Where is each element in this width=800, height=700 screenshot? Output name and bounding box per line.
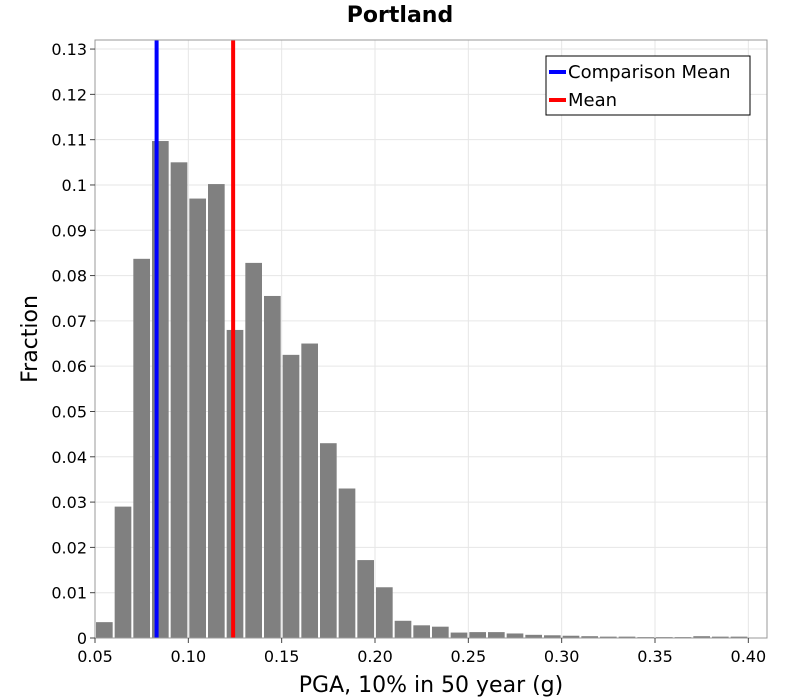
- histogram-bar: [506, 633, 524, 638]
- histogram-bar: [114, 506, 132, 638]
- histogram-bar: [581, 636, 598, 638]
- histogram-bar: [357, 560, 374, 638]
- legend: Comparison Mean Mean: [545, 55, 751, 116]
- histogram-bar: [488, 632, 505, 638]
- histogram-bar: [264, 295, 281, 638]
- y-tick-label: 0.01: [51, 584, 87, 603]
- chart-title: Portland: [347, 3, 453, 28]
- y-tick-label: 0.04: [51, 448, 87, 467]
- y-tick-label: 0.13: [51, 40, 87, 59]
- y-tick-label: 0.12: [51, 85, 87, 104]
- x-tick-label: 0.10: [171, 647, 207, 666]
- y-axis-label: Fraction: [18, 295, 43, 383]
- histogram-bar: [376, 587, 393, 638]
- legend-label: Comparison Mean: [568, 62, 731, 83]
- histogram-bar: [170, 162, 188, 638]
- x-tick-label: 0.15: [264, 647, 300, 666]
- histogram-bar: [152, 141, 169, 638]
- histogram-bar: [712, 636, 729, 638]
- histogram-bar: [450, 632, 468, 638]
- histogram-bar: [432, 626, 449, 638]
- histogram-bar: [133, 258, 150, 638]
- y-tick-label: 0.1: [62, 176, 87, 195]
- histogram-bar: [544, 635, 561, 638]
- legend-label: Mean: [568, 90, 617, 111]
- y-tick-label: 0.11: [51, 131, 87, 150]
- mean-lines: [154, 40, 236, 638]
- y-tick-label: 0.03: [51, 493, 87, 512]
- histogram-bar: [338, 488, 356, 638]
- histogram-bar: [245, 262, 262, 638]
- y-tick-label: 0.07: [51, 312, 87, 331]
- histogram-bar: [320, 443, 337, 638]
- histogram-bar: [693, 636, 710, 638]
- x-axis-label: PGA, 10% in 50 year (g): [299, 673, 563, 698]
- y-tick-label: 0.05: [51, 402, 87, 421]
- histogram-bar: [208, 184, 225, 638]
- histogram-bar: [96, 622, 113, 638]
- x-tick-label: 0.40: [731, 647, 767, 666]
- x-tick-label: 0.35: [637, 647, 673, 666]
- x-tick-label: 0.25: [451, 647, 487, 666]
- histogram-bar: [394, 620, 412, 638]
- y-tick-label: 0.06: [51, 357, 87, 376]
- histogram-bar: [413, 625, 430, 638]
- x-tick-label: 0.20: [357, 647, 393, 666]
- histogram-bar: [730, 636, 748, 638]
- y-tick-label: 0: [77, 629, 87, 648]
- histogram-bar: [562, 635, 580, 638]
- histogram-bar: [301, 343, 318, 638]
- x-tick-label: 0.30: [544, 647, 580, 666]
- histogram-bar: [618, 636, 636, 638]
- y-tick-label: 0.08: [51, 267, 87, 286]
- x-tick-label: 0.05: [77, 647, 113, 666]
- histogram-bar: [469, 632, 486, 638]
- y-axis-ticks: 0 0.01 0.02 0.03 0.04 0.05 0.06 0.07 0.08 0.09 0.1…: [51, 40, 95, 648]
- legend-box: [545, 55, 751, 116]
- histogram-bar: [600, 636, 617, 638]
- histogram-bar: [525, 634, 542, 638]
- y-tick-label: 0.02: [51, 538, 87, 557]
- histogram-bar: [282, 354, 300, 638]
- plot-frame: [94, 39, 768, 639]
- histogram-bar: [189, 198, 206, 638]
- y-tick-label: 0.09: [51, 221, 87, 240]
- x-axis-ticks: 0.05 0.10 0.15 0.20 0.25 0.30 0.35 0.40: [77, 638, 766, 666]
